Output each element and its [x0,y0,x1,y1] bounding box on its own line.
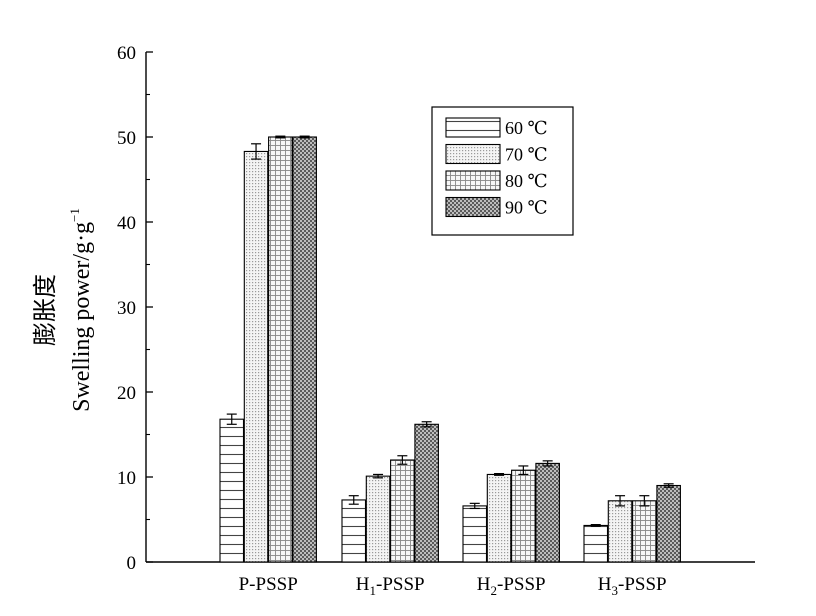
y-tick-label: 60 [117,43,136,64]
bar [486,473,512,563]
bar [511,469,536,563]
bar [219,418,245,563]
x-category-label: H2-PSSP [477,574,546,598]
bar [243,150,269,563]
bar [341,499,367,563]
legend-swatch [445,117,501,138]
bar [390,459,415,563]
x-category-label: H1-PSSP [356,574,425,598]
bar [632,500,657,563]
x-category-label: P-PSSP [239,574,298,595]
bar [583,524,609,563]
bar [462,505,488,563]
legend: 60 ℃ 70 ℃ 80 ℃ 90 ℃ [431,106,574,236]
legend-label: 70 ℃ [505,145,548,165]
bar [535,462,560,563]
bar [365,475,391,563]
x-axis-category-labels: P-PSSP H1-PSSP H2-PSSP H3-PSSP [239,574,667,598]
y-tick-label: 0 [127,553,137,574]
y-tick-label: 30 [117,298,136,319]
legend-label: 60 ℃ [505,118,548,138]
legend-label: 80 ℃ [505,171,548,191]
y-axis-ticks: 0 10 20 30 40 50 60 [117,43,153,574]
legend-label: 90 ℃ [505,198,548,218]
legend-swatch [445,143,501,165]
x-category-label: H3-PSSP [598,574,667,598]
legend-swatch [445,196,501,218]
legend-swatch [445,170,501,191]
y-axis-title-en-main: Swelling power/g·g [69,222,95,412]
bar [607,500,633,563]
bar-series [219,135,681,563]
y-tick-label: 20 [117,383,136,404]
y-axis-title-cn: 膨胀度 [32,274,59,346]
bar [656,484,681,563]
y-axis-title-unit-sup: −1 [67,208,82,222]
bar [268,136,293,563]
y-axis-title-en: Swelling power/g·g−1 [67,208,95,412]
y-tick-label: 40 [117,213,136,234]
y-tick-label: 10 [117,468,136,489]
y-axis-title: 膨胀度 Swelling power/g·g−1 [32,208,95,412]
bar [292,136,317,563]
y-tick-label: 50 [117,128,136,149]
bar [414,423,439,563]
